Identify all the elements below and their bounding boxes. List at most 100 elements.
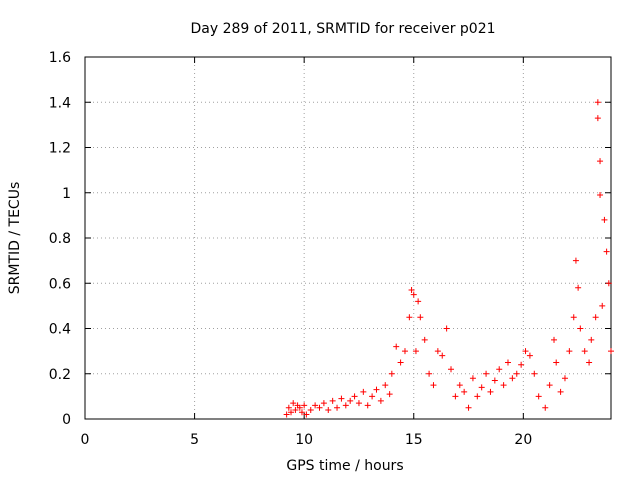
- x-tick-label: 5: [190, 432, 199, 448]
- data-point: [393, 343, 400, 350]
- data-point: [594, 99, 601, 106]
- data-point: [338, 395, 345, 402]
- grid: [85, 57, 611, 419]
- data-point: [474, 393, 481, 400]
- data-point: [496, 366, 503, 373]
- data-point: [364, 402, 371, 409]
- y-axis: 0 0.2 0.4 0.6 0.8 1 1.2 1.4 1.6: [49, 50, 611, 428]
- data-point: [603, 248, 610, 255]
- data-point: [386, 391, 393, 398]
- data-point: [298, 409, 305, 416]
- x-axis-label: GPS time / hours: [286, 458, 403, 474]
- data-point: [443, 325, 450, 332]
- data-point: [303, 411, 310, 418]
- data-point: [601, 216, 608, 223]
- data-point: [329, 397, 336, 404]
- y-tick-label: 0.8: [49, 231, 71, 247]
- data-point: [397, 359, 404, 366]
- data-point: [292, 406, 299, 413]
- data-point: [597, 158, 604, 165]
- chart-title: Day 289 of 2011, SRMTID for receiver p02…: [190, 21, 495, 37]
- data-point: [382, 382, 389, 389]
- data-point: [551, 336, 558, 343]
- y-tick-label: 1.2: [49, 141, 71, 157]
- data-point: [592, 314, 599, 321]
- x-tick-label: 20: [514, 432, 532, 448]
- data-point: [316, 404, 323, 411]
- data-point: [410, 291, 417, 298]
- data-point: [522, 348, 529, 355]
- y-tick-label: 1.6: [49, 50, 71, 66]
- x-tick-label: 0: [81, 432, 90, 448]
- data-point: [599, 302, 606, 309]
- data-point: [586, 359, 593, 366]
- y-tick-label: 0.6: [49, 276, 71, 292]
- data-point: [526, 352, 533, 359]
- data-point: [301, 402, 308, 409]
- data-point: [290, 400, 297, 407]
- data-point: [469, 375, 476, 382]
- y-tick-label: 1: [62, 186, 71, 202]
- data-point: [504, 359, 511, 366]
- data-point: [588, 336, 595, 343]
- data-point: [461, 388, 468, 395]
- data-point: [546, 382, 553, 389]
- data-point: [283, 411, 290, 418]
- data-point: [456, 382, 463, 389]
- data-point: [369, 393, 376, 400]
- data-point: [572, 257, 579, 264]
- data-point: [417, 314, 424, 321]
- data-point: [430, 382, 437, 389]
- data-point: [487, 388, 494, 395]
- data-point: [373, 386, 380, 393]
- data-point: [288, 409, 295, 416]
- data-point: [531, 370, 538, 377]
- data-point: [408, 287, 415, 294]
- data-point: [296, 404, 303, 411]
- data-point: [415, 298, 422, 305]
- y-axis-label: SRMTID / TECUs: [7, 182, 23, 295]
- data-point: [439, 352, 446, 359]
- data-point: [421, 336, 428, 343]
- data-point: [608, 348, 614, 355]
- data-point: [535, 393, 542, 400]
- data-point: [577, 325, 584, 332]
- y-tick-label: 0.2: [49, 367, 71, 383]
- data-point: [513, 370, 520, 377]
- data-point: [406, 314, 413, 321]
- data-point: [581, 348, 588, 355]
- data-point: [597, 192, 604, 199]
- data-points: [283, 99, 614, 418]
- y-tick-label: 0.4: [49, 322, 71, 338]
- data-point: [566, 348, 573, 355]
- data-point: [412, 348, 419, 355]
- data-point: [334, 404, 341, 411]
- x-tick-label: 10: [295, 432, 313, 448]
- data-point: [557, 388, 564, 395]
- data-point: [509, 375, 516, 382]
- data-point: [285, 404, 292, 411]
- data-point: [542, 404, 549, 411]
- data-point: [401, 348, 408, 355]
- data-point: [465, 404, 472, 411]
- data-point: [448, 366, 455, 373]
- data-point: [360, 388, 367, 395]
- data-point: [570, 314, 577, 321]
- data-point: [483, 370, 490, 377]
- data-point: [575, 284, 582, 291]
- data-point: [320, 400, 327, 407]
- data-point: [553, 359, 560, 366]
- data-point: [452, 393, 459, 400]
- data-point: [377, 397, 384, 404]
- y-tick-label: 0: [62, 412, 71, 428]
- data-point: [500, 382, 507, 389]
- data-point: [355, 400, 362, 407]
- data-point: [605, 280, 612, 287]
- y-tick-label: 1.4: [49, 95, 71, 111]
- data-point: [478, 384, 485, 391]
- data-point: [351, 393, 358, 400]
- data-point: [518, 361, 525, 368]
- data-point: [342, 402, 349, 409]
